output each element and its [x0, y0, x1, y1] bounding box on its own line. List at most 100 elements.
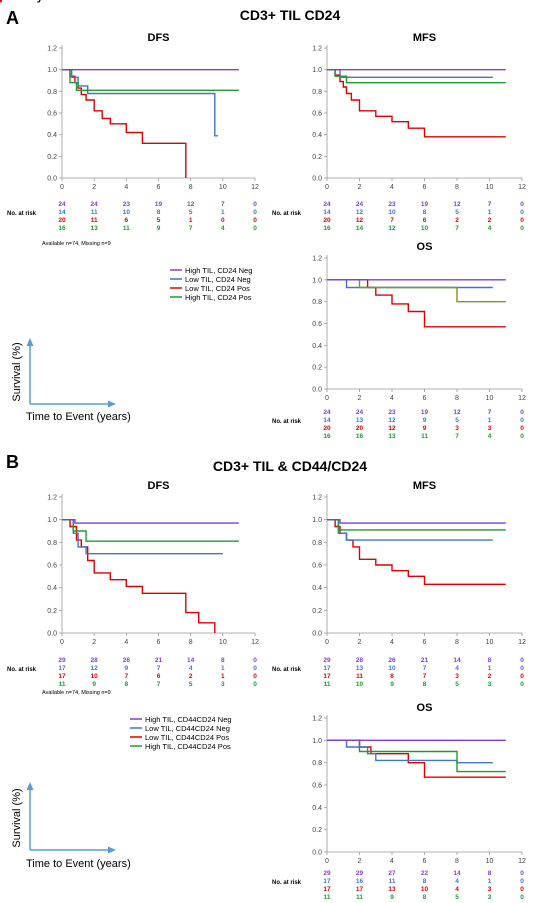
- risk-count-red: 3: [488, 425, 492, 432]
- risk-count-purple: 19: [155, 201, 163, 208]
- arrow-right-icon: [108, 400, 116, 408]
- risk-count-red: 0: [520, 425, 524, 432]
- risk-count-blue: 8: [157, 209, 161, 216]
- km-chart-a-os: OS0.00.20.40.60.81.01.2024681012p=0.003N…: [0, 0, 526, 440]
- risk-count-green: 13: [388, 433, 396, 440]
- y-tick-label: 0.4: [312, 132, 322, 139]
- risk-count-green: 11: [356, 894, 363, 901]
- risk-count-purple: 0: [520, 201, 524, 208]
- x-tick-label: 6: [157, 184, 161, 191]
- y-axis-label: Survival (%): [11, 788, 23, 847]
- risk-count-blue: 17: [323, 878, 331, 885]
- risk-count-purple: 0: [520, 870, 524, 877]
- p-value-label: p<0.001: [0, 0, 45, 3]
- risk-count-green: 7: [455, 433, 459, 440]
- median-label: m=2.9 yr: [0, 0, 47, 3]
- chart-title: MFS: [413, 32, 436, 44]
- risk-count-green: 8: [125, 681, 129, 688]
- legend-a-item-4: High TIL, CD24 Pos: [185, 293, 252, 302]
- median-label: m=3.9 yr: [0, 0, 47, 3]
- risk-count-purple: 19: [421, 409, 429, 416]
- risk-count-blue: 1: [488, 878, 492, 885]
- y-tick-label: 0.8: [312, 760, 322, 767]
- km-curve-olive: [327, 279, 506, 303]
- y-tick-label: 0.6: [312, 321, 322, 328]
- risk-count-red: 2: [189, 673, 193, 680]
- legend-b-item-3: Low TIL, CD44CD24 Pos: [145, 733, 229, 742]
- risk-count-red: 7: [423, 673, 427, 680]
- legend-a-item-3: Low TIL, CD24 Pos: [185, 284, 250, 293]
- risk-count-red: 4: [455, 886, 459, 893]
- risk-count-green: 5: [455, 894, 459, 901]
- risk-count-purple: 21: [421, 657, 429, 664]
- risk-count-green: 0: [253, 225, 257, 232]
- y-tick-label: 0.0: [312, 850, 322, 857]
- risk-count-blue: 11: [91, 209, 98, 216]
- risk-count-red: 6: [125, 217, 129, 224]
- risk-count-purple: 29: [356, 870, 364, 877]
- x-tick-label: 12: [251, 184, 259, 191]
- risk-count-red: 0: [520, 217, 524, 224]
- risk-count-red: 12: [356, 217, 364, 224]
- legend-a-item-2: Low TIL, CD24 Neg: [185, 275, 251, 284]
- legend-b-item-2: Low TIL, CD44CD24 Neg: [145, 724, 230, 733]
- p-symbol: p: [0, 0, 7, 3]
- risk-count-purple: 12: [453, 409, 461, 416]
- risk-count-purple: 7: [221, 201, 225, 208]
- chart-title: MFS: [413, 480, 436, 492]
- y-tick-label: 0.4: [312, 343, 322, 350]
- arrow-right-icon: [108, 846, 116, 854]
- risk-count-green: 12: [388, 225, 396, 232]
- km-curve-green: [327, 519, 506, 531]
- risk-count-blue: 13: [356, 417, 364, 424]
- risk-count-green: 9: [92, 681, 96, 688]
- risk-count-purple: 24: [356, 409, 364, 416]
- risk-count-green: 10: [421, 225, 429, 232]
- p-value-label: p=0.030: [0, 0, 45, 3]
- risk-count-purple: 7: [488, 201, 492, 208]
- risk-count-blue: 4: [189, 665, 193, 672]
- risk-count-blue: 12: [356, 209, 364, 216]
- chart-title: DFS: [148, 32, 170, 44]
- p-symbol: p: [0, 0, 7, 3]
- risk-count-green: 4: [488, 433, 492, 440]
- risk-count-purple: 8: [488, 870, 492, 877]
- y-tick-label: 1.2: [312, 46, 322, 53]
- risk-count-red: 6: [423, 217, 427, 224]
- x-tick-label: 0: [60, 639, 64, 646]
- arrow-up-icon: [26, 338, 34, 346]
- p-symbol: p: [0, 0, 7, 3]
- risk-count-purple: 26: [388, 657, 396, 664]
- risk-count-purple: 26: [123, 657, 131, 664]
- risk-count-green: 4: [488, 225, 492, 232]
- risk-table-label: No. at risk: [7, 667, 37, 673]
- median-label: m=3.9 yr: [0, 0, 47, 3]
- risk-count-purple: 8: [221, 657, 225, 664]
- risk-table-label: No. at risk: [272, 419, 302, 425]
- risk-count-purple: 0: [520, 409, 524, 416]
- y-tick-label: 0.8: [312, 540, 322, 547]
- y-tick-label: 0.0: [47, 176, 57, 183]
- risk-count-green: 16: [58, 225, 66, 232]
- risk-count-red: 6: [157, 673, 161, 680]
- risk-count-purple: 24: [356, 201, 364, 208]
- risk-count-purple: 21: [155, 657, 163, 664]
- risk-count-purple: 7: [488, 409, 492, 416]
- x-tick-label: 2: [92, 184, 96, 191]
- risk-count-blue: 1: [488, 665, 492, 672]
- risk-count-blue: 17: [323, 665, 331, 672]
- x-tick-label: 8: [455, 858, 459, 865]
- risk-count-blue: 1: [488, 417, 492, 424]
- risk-count-green: 3: [488, 894, 492, 901]
- risk-count-red: 17: [58, 673, 66, 680]
- risk-count-purple: 24: [91, 201, 99, 208]
- risk-count-red: 2: [488, 217, 492, 224]
- km-curve-blue: [327, 68, 493, 79]
- risk-count-blue: 1: [221, 209, 225, 216]
- risk-count-blue: 0: [253, 665, 257, 672]
- x-tick-label: 4: [124, 639, 128, 646]
- risk-count-purple: 22: [421, 870, 429, 877]
- risk-count-red: 20: [356, 425, 364, 432]
